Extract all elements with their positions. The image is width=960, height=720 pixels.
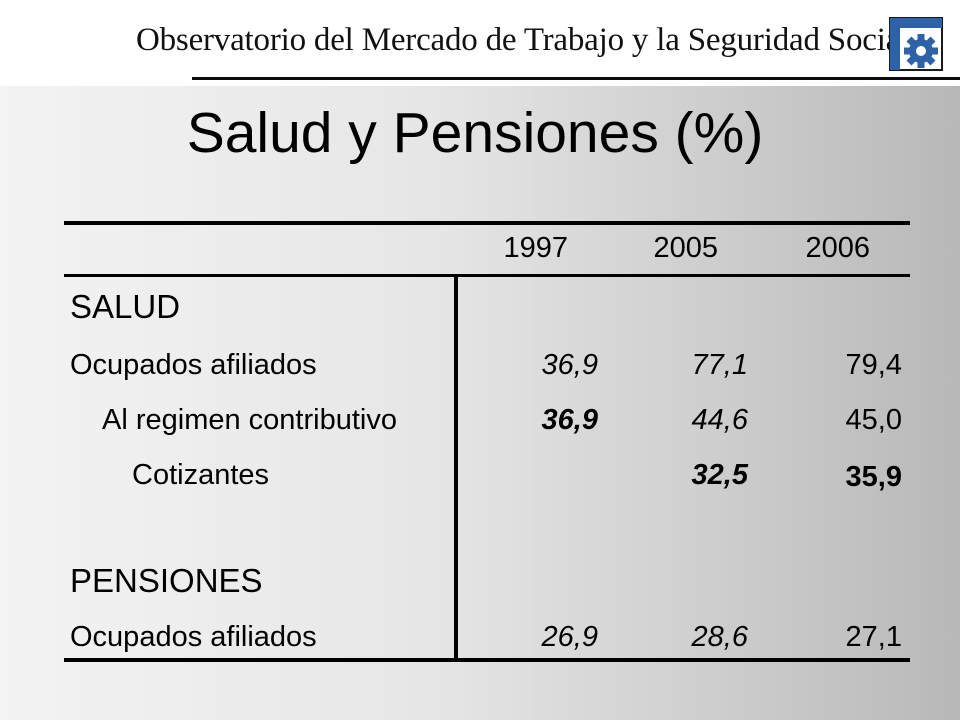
table-top-rule xyxy=(64,221,910,225)
table-bottom-rule xyxy=(64,658,910,662)
gear-logo-icon xyxy=(889,17,943,71)
value-contributivo-2005: 44,6 xyxy=(691,404,748,436)
value-salud-ocupados-2005: 77,1 xyxy=(691,349,748,381)
value-cotizantes-2005: 32,5 xyxy=(691,459,748,491)
section-label-pensiones: PENSIONES xyxy=(70,562,263,599)
row-label-cotizantes: Cotizantes xyxy=(132,459,270,491)
value-pensiones-ocupados-2005: 28,6 xyxy=(691,621,748,653)
value-contributivo-2006: 45,0 xyxy=(845,404,902,436)
section-label-salud: SALUD xyxy=(70,288,181,325)
slide-title: Salud y Pensiones (%) xyxy=(186,101,764,165)
row-label-ocupados-afiliados-salud: Ocupados afiliados xyxy=(70,349,317,381)
value-contributivo-1997: 36,9 xyxy=(541,404,598,436)
header-bar: Observatorio del Mercado de Trabajo y la… xyxy=(0,0,960,86)
value-pensiones-ocupados-2006: 27,1 xyxy=(845,621,902,653)
column-header-1997: 1997 xyxy=(503,232,568,264)
table-header-rule xyxy=(64,274,910,277)
row-label-regimen-contributivo: Al regimen contributivo xyxy=(102,404,397,436)
slide-background xyxy=(0,86,960,720)
row-label-ocupados-afiliados-pensiones: Ocupados afiliados xyxy=(70,621,317,653)
column-header-2005: 2005 xyxy=(653,232,718,264)
table-column-divider xyxy=(454,277,458,660)
header-divider xyxy=(192,77,960,80)
value-salud-ocupados-2006: 79,4 xyxy=(845,349,902,381)
organization-name: Observatorio del Mercado de Trabajo y la… xyxy=(136,22,910,58)
value-pensiones-ocupados-1997: 26,9 xyxy=(541,621,598,653)
value-cotizantes-2006: 35,9 xyxy=(845,461,902,493)
column-header-2006: 2006 xyxy=(805,232,870,264)
value-salud-ocupados-1997: 36,9 xyxy=(541,349,598,381)
